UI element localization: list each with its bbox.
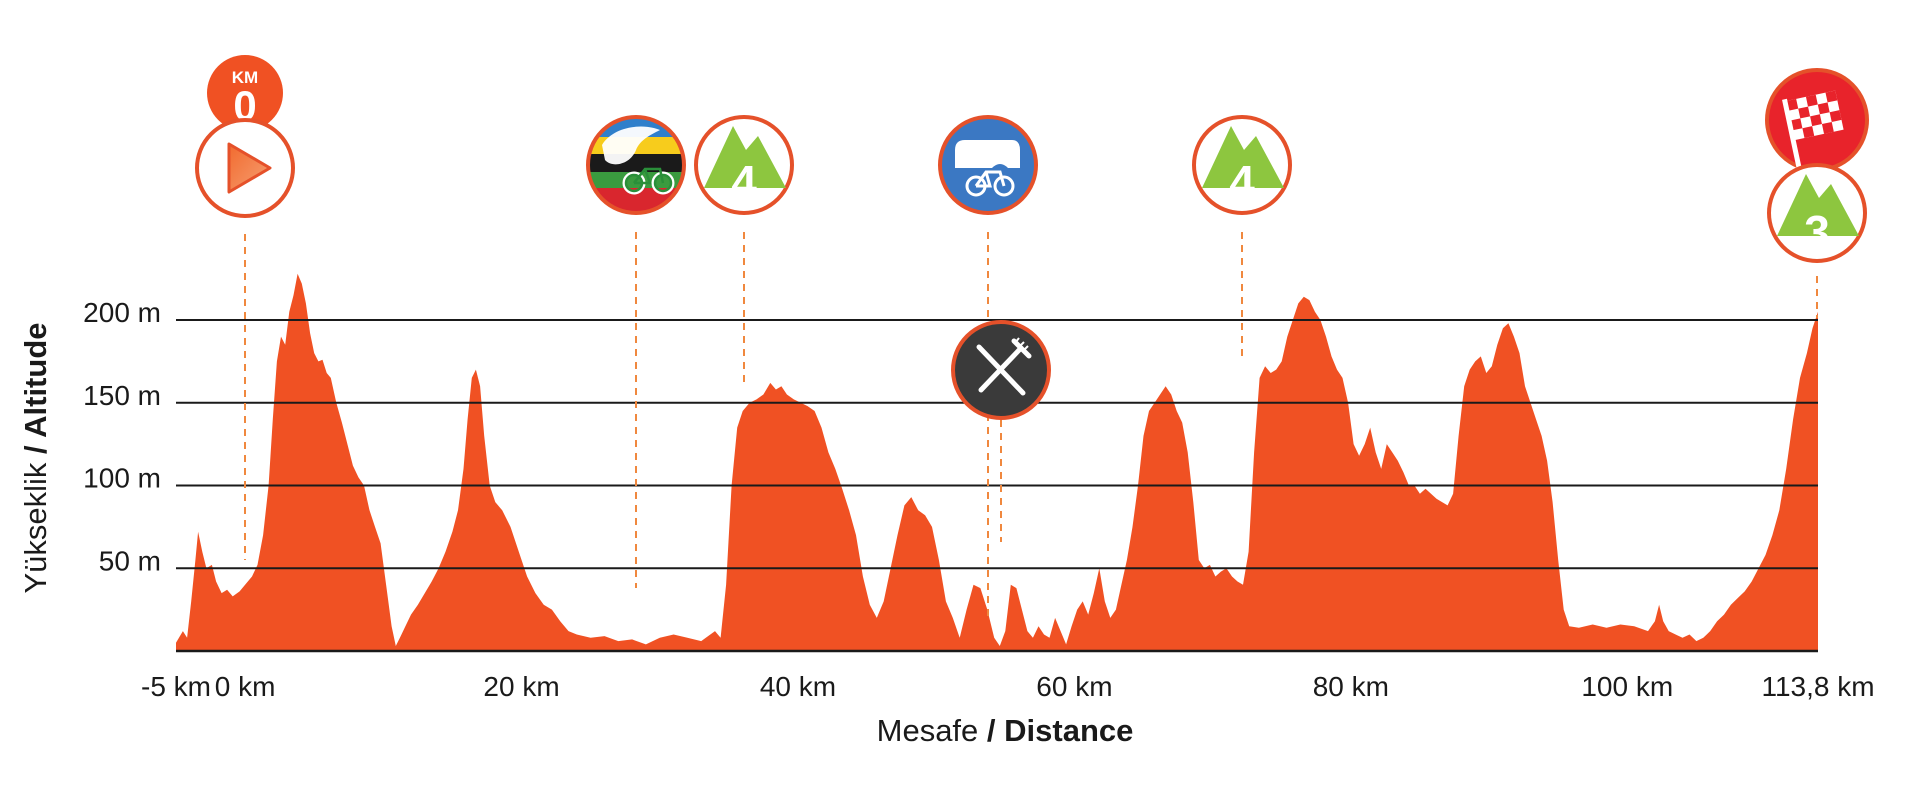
y-axis-title-en: / Altitude <box>18 322 53 453</box>
x-tick-label: 20 km <box>483 671 559 702</box>
x-axis-title-en: / Distance <box>987 713 1133 748</box>
kom-cat3-finish-icon: 3 <box>1767 163 1867 263</box>
food-icon <box>951 320 1051 420</box>
x-tick-label: 80 km <box>1313 671 1389 702</box>
y-tick-label: 200 m <box>83 297 161 328</box>
x-axis-title-tr: Mesafe <box>877 713 979 748</box>
x-tick-labels: -5 km 0 km 20 km 40 km 60 km 80 km 100 km 113,8… <box>141 671 1875 702</box>
y-tick-label: 150 m <box>83 380 161 411</box>
y-gridlines <box>176 319 1818 570</box>
y-tick-labels: 50 m 100 m 150 m 200 m <box>83 297 161 576</box>
kom-cat4-icon-a: 4 <box>694 115 794 215</box>
feed-zone-icon <box>938 115 1038 215</box>
finish-flag-icon <box>1765 68 1869 172</box>
x-tick-label: 40 km <box>760 671 836 702</box>
kom-cat4-b-label: 4 <box>1229 156 1255 208</box>
km-zero-value: 0 <box>233 82 256 129</box>
x-tick-label: 60 km <box>1036 671 1112 702</box>
y-axis-title: Yükseklik / Altitude <box>18 322 53 593</box>
altitude-profile-area <box>176 273 1818 651</box>
x-tick-label: -5 km <box>141 671 211 702</box>
x-tick-label: 113,8 km <box>1761 671 1874 702</box>
y-tick-label: 50 m <box>99 545 161 576</box>
marker-leader-lines <box>244 232 1818 618</box>
y-tick-label: 100 m <box>83 463 161 494</box>
start-icon <box>195 118 295 218</box>
km-zero-badge: KM 0 <box>207 55 283 131</box>
intermediate-sprint-icon <box>586 115 686 215</box>
x-axis-title: Mesafe / Distance <box>877 713 1134 748</box>
x-tick-label: 0 km <box>215 671 276 702</box>
kom-cat3-label: 3 <box>1804 206 1830 258</box>
kom-cat4-a-label: 4 <box>731 156 757 208</box>
x-tick-label: 100 km <box>1581 671 1673 702</box>
kom-cat4-icon-b: 4 <box>1192 115 1292 215</box>
km-zero-caption: KM <box>232 68 258 87</box>
y-axis-title-tr: Yükseklik <box>18 462 53 593</box>
